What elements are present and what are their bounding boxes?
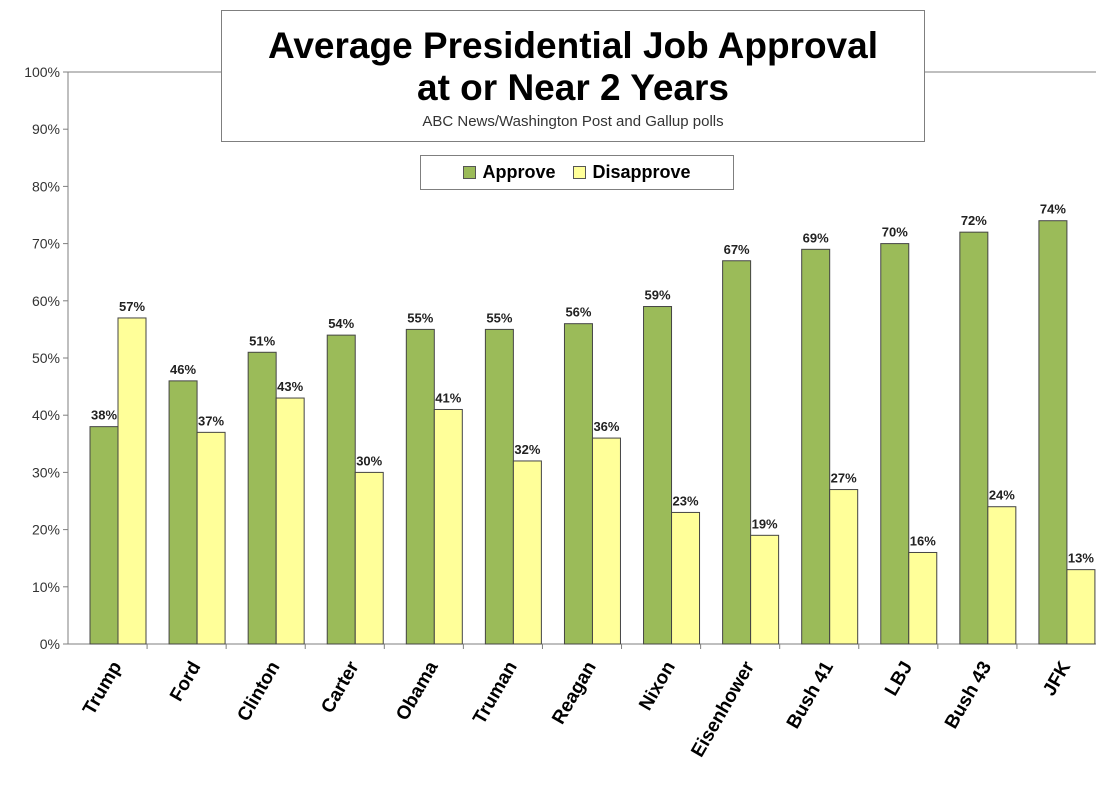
data-label-approve: 74% xyxy=(1040,202,1066,217)
y-tick-label: 50% xyxy=(32,350,60,366)
bar-disapprove-bush-43 xyxy=(987,506,1017,645)
bar-disapprove-trump xyxy=(117,317,147,645)
bar-disapprove-clinton xyxy=(275,397,305,645)
bars xyxy=(89,220,1096,645)
data-label-approve: 70% xyxy=(882,225,908,240)
y-tick-label: 30% xyxy=(32,464,60,480)
data-label-disapprove: 37% xyxy=(198,413,224,428)
x-axis: Trump Ford Clinton Carter Obama Truman Reagan N… xyxy=(79,644,1075,761)
y-tick-label: 100% xyxy=(24,64,60,80)
bar-disapprove-eisenhower xyxy=(750,534,780,645)
title-box: Average Presidential Job Approval at or … xyxy=(221,10,925,142)
y-tick-label: 90% xyxy=(32,121,60,137)
legend-entry-disapprove: Disapprove xyxy=(573,162,691,183)
y-tick-label: 60% xyxy=(32,293,60,309)
bar-disapprove-obama xyxy=(433,408,463,645)
data-label-approve: 69% xyxy=(803,230,829,245)
x-tick-label: Eisenhower xyxy=(687,657,759,760)
x-tick-label: Truman xyxy=(469,658,521,728)
data-label-approve: 54% xyxy=(328,316,354,331)
data-label-disapprove: 16% xyxy=(910,533,936,548)
bar-approve-jfk xyxy=(1038,220,1068,645)
data-label-approve: 55% xyxy=(486,310,512,325)
chart-subtitle: ABC News/Washington Post and Gallup poll… xyxy=(422,113,724,130)
data-label-disapprove: 19% xyxy=(752,516,778,531)
y-tick-label: 0% xyxy=(40,636,60,652)
legend-swatch-approve xyxy=(463,166,477,179)
data-label-approve: 56% xyxy=(565,305,591,320)
x-tick-label: Reagan xyxy=(548,658,601,728)
bar-disapprove-carter xyxy=(354,471,384,645)
y-tick-label: 20% xyxy=(32,522,60,538)
data-label-disapprove: 27% xyxy=(831,471,857,486)
y-axis: 0% 10% 20% 30% 40% 50% 60% 70% 80% 90% 100% xyxy=(24,64,1096,652)
bar-approve-bush-41 xyxy=(801,248,831,645)
bar-disapprove-reagan xyxy=(591,437,621,645)
bar-disapprove-ford xyxy=(196,431,226,645)
bar-disapprove-nixon xyxy=(671,511,701,645)
data-label-approve: 72% xyxy=(961,213,987,228)
data-labels: 38% 57% 46% 37% 51% 43% 54% 30% 55% 41% 55% 32% 56% 3… xyxy=(91,202,1094,566)
legend: Approve Disapprove xyxy=(420,155,734,190)
data-label-disapprove: 43% xyxy=(277,379,303,394)
x-tick-label: Carter xyxy=(317,657,363,716)
data-label-approve: 51% xyxy=(249,333,275,348)
bar-disapprove-lbj xyxy=(908,551,938,645)
bar-approve-clinton xyxy=(247,351,277,645)
data-label-approve: 67% xyxy=(724,242,750,257)
x-tick-label: Bush 43 xyxy=(941,658,996,733)
y-tick-label: 10% xyxy=(32,579,60,595)
bar-approve-truman xyxy=(484,328,514,645)
bar-disapprove-bush-41 xyxy=(829,489,859,645)
data-label-disapprove: 57% xyxy=(119,299,145,314)
data-label-disapprove: 32% xyxy=(514,442,540,457)
y-tick-label: 80% xyxy=(32,178,60,194)
x-tick-label: Trump xyxy=(79,658,126,719)
bar-approve-ford xyxy=(168,380,198,645)
data-label-disapprove: 30% xyxy=(356,453,382,468)
bar-approve-trump xyxy=(89,426,119,645)
data-label-disapprove: 36% xyxy=(593,419,619,434)
bar-disapprove-truman xyxy=(512,460,542,645)
x-tick-label: Ford xyxy=(166,658,205,705)
bar-approve-bush-43 xyxy=(959,231,989,645)
bar-approve-nixon xyxy=(643,306,673,645)
x-tick-label: Nixon xyxy=(635,658,680,714)
bar-approve-eisenhower xyxy=(722,260,752,645)
data-label-disapprove: 23% xyxy=(673,493,699,508)
bar-approve-reagan xyxy=(563,323,593,645)
x-tick-label: LBJ xyxy=(881,658,917,700)
data-label-disapprove: 24% xyxy=(989,488,1015,503)
bar-approve-lbj xyxy=(880,243,910,645)
bar-disapprove-jfk xyxy=(1066,569,1096,645)
x-tick-label: JFK xyxy=(1039,658,1075,700)
bar-approve-carter xyxy=(326,334,356,645)
data-label-disapprove: 13% xyxy=(1068,551,1094,566)
y-tick-label: 40% xyxy=(32,407,60,423)
data-label-disapprove: 41% xyxy=(435,390,461,405)
legend-label-approve: Approve xyxy=(482,162,556,182)
data-label-approve: 59% xyxy=(645,288,671,303)
x-tick-label: Clinton xyxy=(234,658,285,725)
chart-title-line2: at or Near 2 Years xyxy=(417,67,729,108)
legend-entry-approve: Approve xyxy=(463,162,555,183)
legend-label-disapprove: Disapprove xyxy=(592,162,691,182)
chart-title: Average Presidential Job Approval xyxy=(267,25,878,66)
data-label-approve: 46% xyxy=(170,362,196,377)
legend-swatch-disapprove xyxy=(573,166,587,179)
data-label-approve: 38% xyxy=(91,408,117,423)
x-tick-label: Obama xyxy=(392,658,443,725)
y-tick-label: 70% xyxy=(32,236,60,252)
x-tick-label: Bush 41 xyxy=(783,658,838,733)
bar-approve-obama xyxy=(405,328,435,645)
data-label-approve: 55% xyxy=(407,310,433,325)
